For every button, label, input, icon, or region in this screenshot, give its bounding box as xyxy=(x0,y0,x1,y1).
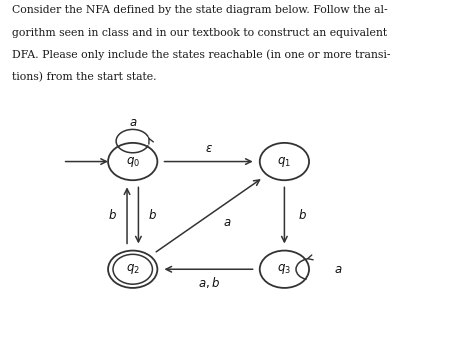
Text: $b$: $b$ xyxy=(148,209,157,222)
Text: $\varepsilon$: $\varepsilon$ xyxy=(205,143,212,155)
Circle shape xyxy=(260,251,309,288)
Text: $a$: $a$ xyxy=(128,116,137,129)
Text: $q_0$: $q_0$ xyxy=(126,155,140,168)
Text: Consider the NFA defined by the state diagram below. Follow the al-: Consider the NFA defined by the state di… xyxy=(12,5,387,15)
Text: gorithm seen in class and in our textbook to construct an equivalent: gorithm seen in class and in our textboo… xyxy=(12,28,387,38)
Circle shape xyxy=(260,143,309,180)
Text: tions) from the start state.: tions) from the start state. xyxy=(12,72,156,83)
Text: $q_3$: $q_3$ xyxy=(277,262,292,276)
Text: DFA. Please only include the states reachable (in one or more transi-: DFA. Please only include the states reac… xyxy=(12,50,391,60)
Text: $q_2$: $q_2$ xyxy=(126,262,140,276)
Text: $a, b$: $a, b$ xyxy=(198,275,219,290)
Text: $a$: $a$ xyxy=(335,263,343,276)
Text: $b$: $b$ xyxy=(109,209,117,222)
Circle shape xyxy=(108,143,157,180)
Text: $q_1$: $q_1$ xyxy=(277,155,292,168)
Text: $b$: $b$ xyxy=(298,209,307,222)
Circle shape xyxy=(108,251,157,288)
Text: $a$: $a$ xyxy=(223,216,232,229)
